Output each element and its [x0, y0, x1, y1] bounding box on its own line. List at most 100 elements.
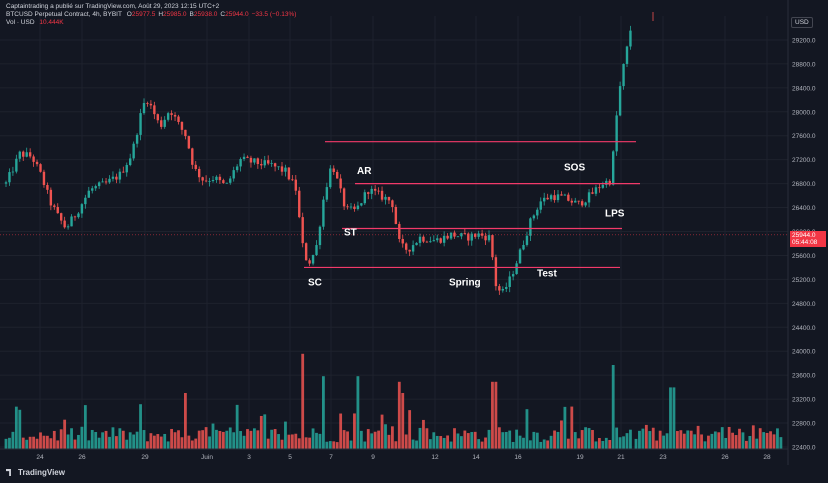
volume-bar	[366, 429, 370, 449]
volume-bar	[710, 433, 714, 449]
volume-bar	[401, 393, 405, 449]
ohlc-item: C25944.0	[220, 11, 249, 18]
currency-button[interactable]: USD	[791, 17, 813, 28]
candle-body	[304, 243, 308, 261]
volume-bar	[504, 431, 508, 449]
time-axis[interactable]: 24 26 29 Juin 3 5 7 9 12 14 16 19 21 23 26 28	[0, 448, 788, 461]
candle-body	[370, 188, 373, 194]
candle-body	[115, 176, 118, 180]
price-tick-label: 25200.0	[792, 277, 816, 284]
volume-bar	[132, 434, 136, 449]
candle-body	[470, 233, 473, 241]
volume-bar	[370, 433, 374, 449]
volume-bar	[83, 405, 87, 449]
volume-bar	[762, 432, 766, 449]
candle-body	[270, 163, 273, 165]
volume-bar	[304, 437, 308, 449]
volume-bar	[73, 439, 77, 449]
candle-body	[84, 197, 87, 205]
volume-bar	[608, 439, 612, 449]
candle-body	[394, 207, 398, 224]
volume-bar	[249, 430, 253, 449]
candle-body	[170, 113, 173, 115]
volume-bar	[758, 428, 762, 449]
candle-body	[284, 167, 287, 172]
volume-bar	[776, 428, 779, 449]
volume-bar	[125, 439, 129, 449]
candle-body	[342, 188, 346, 207]
volume-bar	[449, 441, 453, 449]
volume-bar	[49, 438, 53, 449]
volume-bar	[453, 428, 456, 449]
tradingview-logo[interactable]: TradingView	[6, 468, 65, 477]
volume-bar	[180, 437, 184, 449]
time-tick-label: Juin	[201, 454, 213, 461]
candle-body	[273, 163, 277, 167]
volume-bar	[346, 431, 349, 449]
candle-body	[49, 189, 53, 206]
volume-bar	[563, 406, 567, 449]
volume-bar	[228, 427, 232, 449]
volume-bar	[556, 431, 560, 449]
volume-bar	[225, 430, 229, 449]
volume-bar	[56, 440, 60, 449]
volume-bar	[432, 432, 436, 449]
volume-bar	[686, 430, 690, 449]
volume-bar	[332, 441, 336, 449]
candle-body	[160, 120, 163, 127]
ohlc-item: −33.5 (−0.13%)	[251, 11, 297, 18]
volume-bar	[456, 433, 460, 449]
candle-body	[322, 199, 325, 227]
candle-body	[615, 115, 618, 152]
price-tick-label: 22400.0	[792, 445, 816, 452]
candle-body	[522, 244, 525, 250]
price-tick-label: 27200.0	[792, 157, 816, 164]
price-tick-label: 27600.0	[792, 133, 816, 140]
volume-bar	[373, 431, 377, 449]
volume-bar	[477, 439, 481, 449]
volume-bar	[380, 414, 384, 449]
candle-body	[442, 235, 446, 243]
volume-bar	[689, 430, 693, 449]
candle-body	[567, 194, 570, 201]
volume-bar	[280, 439, 284, 449]
volume-bar	[731, 432, 734, 449]
volume-bar	[755, 438, 759, 449]
volume-bar	[442, 437, 446, 449]
volume-bar	[542, 439, 546, 449]
volume-bar	[284, 421, 287, 449]
volume-bar	[32, 436, 35, 449]
volume-bar	[63, 419, 67, 449]
candle-body	[301, 217, 304, 244]
volume-bar	[21, 437, 25, 449]
ohlc-item: O25977.5	[126, 11, 156, 18]
candle-body	[184, 129, 187, 137]
volume-bar	[118, 428, 122, 449]
volume-bar	[501, 432, 505, 449]
volume-bar	[724, 437, 728, 449]
candle-body	[584, 202, 587, 206]
volume-bar	[253, 428, 256, 449]
candle-body	[25, 152, 28, 157]
candle-body	[187, 136, 191, 149]
volume-bar	[52, 430, 56, 449]
volume-bar	[779, 437, 783, 449]
candle-body	[518, 249, 522, 264]
time-tick-label: 12	[431, 454, 439, 461]
volume-bar	[439, 436, 443, 449]
candle-body	[249, 157, 253, 163]
volume-bar	[598, 438, 601, 449]
volume-bar	[497, 427, 501, 449]
volume-bar	[322, 376, 325, 449]
annotation-labels: SC AR ST Spring Test SOS LPS	[308, 162, 625, 288]
price-grid	[0, 16, 788, 449]
volume-bar	[682, 433, 686, 449]
candle-body	[15, 158, 18, 172]
price-tick-label: 25600.0	[792, 253, 816, 260]
volume-bar	[662, 435, 665, 449]
volume-bar	[363, 441, 367, 449]
volume-bar	[634, 438, 638, 449]
candle-body	[70, 216, 73, 227]
volume-bar	[484, 437, 487, 449]
